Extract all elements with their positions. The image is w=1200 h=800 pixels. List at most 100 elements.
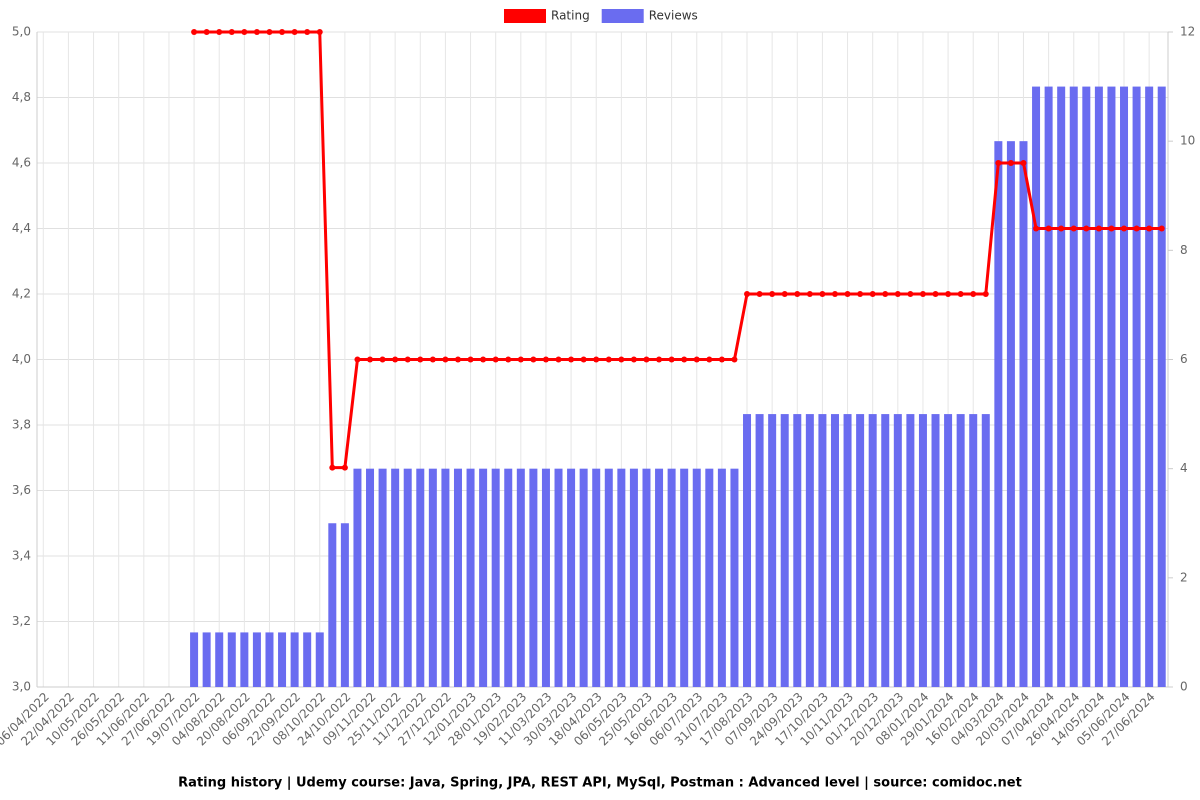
y-tick-label: 4,8 bbox=[12, 90, 31, 104]
rating-point bbox=[907, 291, 914, 297]
bar bbox=[391, 468, 400, 687]
bar bbox=[717, 468, 726, 687]
bar bbox=[190, 632, 199, 687]
bar bbox=[592, 468, 601, 687]
rating-point bbox=[253, 29, 260, 35]
rating-point bbox=[329, 464, 336, 471]
bar bbox=[818, 414, 827, 687]
bar bbox=[1069, 86, 1078, 688]
bar bbox=[378, 468, 387, 687]
bar bbox=[278, 632, 287, 687]
rating-point bbox=[630, 356, 637, 363]
rating-point bbox=[429, 356, 436, 363]
bar bbox=[240, 632, 249, 687]
bar bbox=[315, 632, 324, 687]
bar bbox=[366, 468, 375, 687]
rating-point bbox=[228, 29, 235, 35]
rating-point bbox=[304, 29, 311, 35]
y2-tick-label: 12 bbox=[1180, 25, 1195, 39]
rating-point bbox=[417, 356, 424, 363]
rating-point bbox=[291, 29, 298, 35]
rating-point bbox=[316, 29, 323, 35]
rating-point bbox=[404, 356, 411, 363]
rating-point bbox=[1133, 225, 1140, 232]
bar bbox=[1145, 86, 1154, 688]
legend-label: Rating bbox=[551, 9, 590, 23]
y2-tick-label: 8 bbox=[1180, 243, 1188, 257]
rating-point bbox=[1033, 225, 1040, 232]
bar bbox=[340, 523, 349, 687]
bar bbox=[428, 468, 437, 687]
rating-point bbox=[517, 356, 524, 363]
bar bbox=[504, 468, 513, 687]
y-tick-label: 3,6 bbox=[12, 483, 31, 497]
rating-point bbox=[1146, 225, 1153, 232]
rating-point bbox=[982, 291, 989, 297]
rating-point bbox=[744, 291, 751, 297]
bar bbox=[881, 414, 890, 687]
y-tick-label: 4,0 bbox=[12, 352, 31, 366]
rating-point bbox=[266, 29, 273, 35]
bar bbox=[994, 141, 1003, 687]
bar bbox=[667, 468, 676, 687]
rating-point bbox=[1108, 225, 1115, 232]
bar bbox=[868, 414, 877, 687]
bar bbox=[1057, 86, 1066, 688]
rating-point bbox=[392, 356, 399, 363]
bar bbox=[227, 632, 236, 687]
rating-point bbox=[769, 291, 776, 297]
rating-point bbox=[869, 291, 876, 297]
rating-point bbox=[1083, 225, 1090, 232]
rating-point bbox=[367, 356, 374, 363]
bar bbox=[328, 523, 337, 687]
rating-point bbox=[442, 356, 449, 363]
rating-point bbox=[932, 291, 939, 297]
rating-point bbox=[970, 291, 977, 297]
rating-point bbox=[241, 29, 248, 35]
rating-point bbox=[203, 29, 210, 35]
bar bbox=[743, 414, 752, 687]
rating-point bbox=[542, 356, 549, 363]
bar bbox=[1094, 86, 1103, 688]
bar bbox=[981, 414, 990, 687]
rating-point bbox=[894, 291, 901, 297]
legend-label: Reviews bbox=[649, 9, 698, 23]
bar bbox=[567, 468, 576, 687]
bar bbox=[215, 632, 224, 687]
rating-point bbox=[1020, 160, 1027, 166]
y-tick-label: 4,4 bbox=[12, 221, 31, 235]
bar bbox=[416, 468, 425, 687]
bar bbox=[403, 468, 412, 687]
rating-point bbox=[1058, 225, 1065, 232]
rating-point bbox=[731, 356, 738, 363]
rating-point bbox=[794, 291, 801, 297]
bar bbox=[793, 414, 802, 687]
bar bbox=[604, 468, 613, 687]
rating-point bbox=[580, 356, 587, 363]
rating-point bbox=[530, 356, 537, 363]
rating-point bbox=[1070, 225, 1077, 232]
bar bbox=[1032, 86, 1041, 688]
bar bbox=[629, 468, 638, 687]
y2-tick-label: 4 bbox=[1180, 461, 1188, 475]
rating-point bbox=[945, 291, 952, 297]
rating-point bbox=[693, 356, 700, 363]
y-tick-label: 5,0 bbox=[12, 25, 31, 39]
bar bbox=[680, 468, 689, 687]
rating-point bbox=[844, 291, 851, 297]
rating-point bbox=[480, 356, 487, 363]
bar bbox=[554, 468, 563, 687]
bar bbox=[1107, 86, 1116, 688]
bar bbox=[541, 468, 550, 687]
rating-point bbox=[643, 356, 650, 363]
y2-tick-label: 6 bbox=[1180, 352, 1188, 366]
bar bbox=[969, 414, 978, 687]
bar bbox=[692, 468, 701, 687]
bar bbox=[655, 468, 664, 687]
bar bbox=[1132, 86, 1141, 688]
rating-point bbox=[555, 356, 562, 363]
bar bbox=[303, 632, 312, 687]
rating-point bbox=[668, 356, 675, 363]
rating-point bbox=[806, 291, 813, 297]
